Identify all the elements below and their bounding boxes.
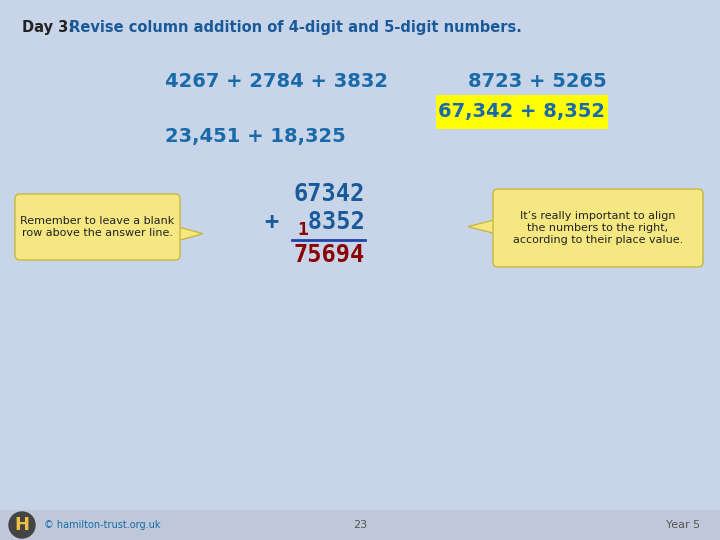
Text: Day 3:: Day 3: bbox=[22, 20, 74, 35]
Text: 23,451 + 18,325: 23,451 + 18,325 bbox=[165, 127, 346, 146]
Polygon shape bbox=[174, 226, 203, 242]
Text: © hamilton-trust.org.uk: © hamilton-trust.org.uk bbox=[44, 520, 161, 530]
Polygon shape bbox=[468, 219, 499, 235]
Text: +  8352: + 8352 bbox=[265, 210, 365, 234]
Text: Remember to leave a blank
row above the answer line.: Remember to leave a blank row above the … bbox=[20, 216, 175, 238]
FancyBboxPatch shape bbox=[436, 95, 608, 129]
Text: 4267 + 2784 + 3832: 4267 + 2784 + 3832 bbox=[165, 72, 388, 91]
Text: 75694: 75694 bbox=[294, 243, 365, 267]
FancyBboxPatch shape bbox=[493, 189, 703, 267]
Text: 1: 1 bbox=[297, 221, 308, 239]
Text: H: H bbox=[14, 516, 30, 534]
FancyBboxPatch shape bbox=[0, 510, 720, 540]
Text: It’s really important to align
the numbers to the right,
according to their plac: It’s really important to align the numbe… bbox=[513, 211, 683, 245]
Text: 8723 + 5265: 8723 + 5265 bbox=[468, 72, 607, 91]
Text: 67,342 + 8,352: 67,342 + 8,352 bbox=[438, 103, 606, 122]
Text: Revise column addition of 4-digit and 5-digit numbers.: Revise column addition of 4-digit and 5-… bbox=[64, 20, 522, 35]
Text: 23: 23 bbox=[353, 520, 367, 530]
Text: 67342: 67342 bbox=[294, 182, 365, 206]
Text: Year 5: Year 5 bbox=[666, 520, 700, 530]
Circle shape bbox=[9, 512, 35, 538]
FancyBboxPatch shape bbox=[15, 194, 180, 260]
